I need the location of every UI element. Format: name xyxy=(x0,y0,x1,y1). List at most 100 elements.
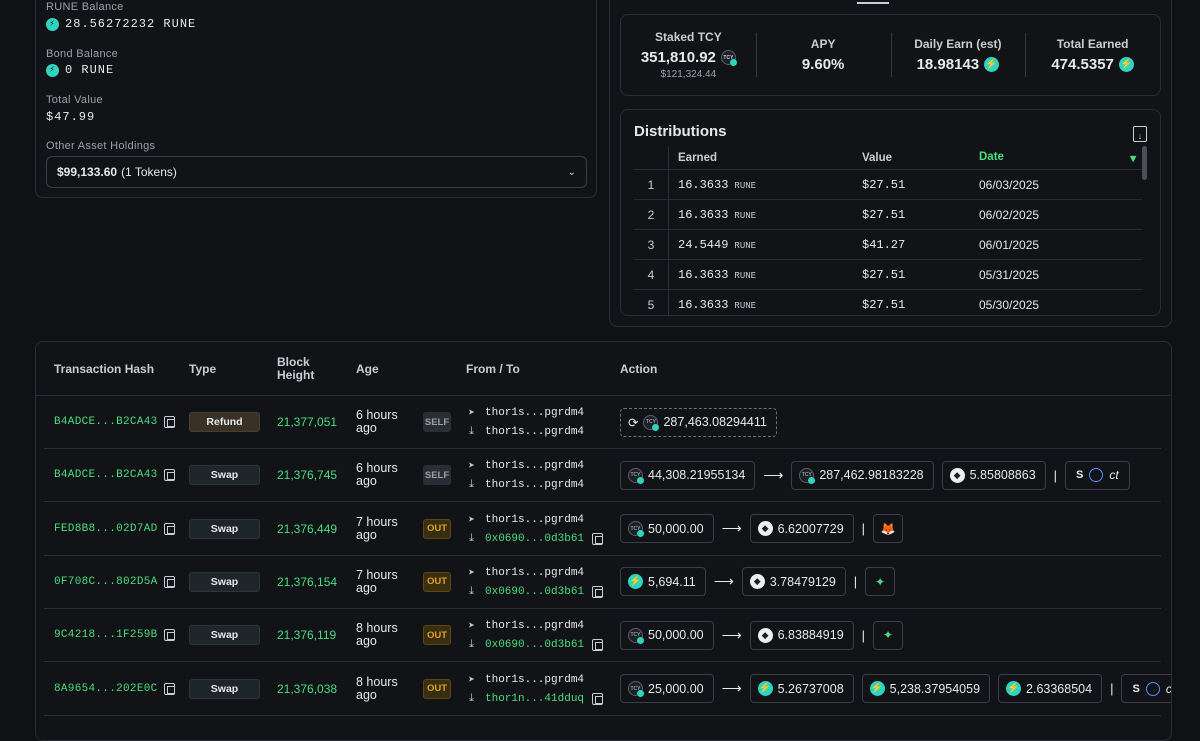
value-header[interactable]: Value xyxy=(862,151,893,164)
tx-hash-text[interactable]: 8A9654...202E0C xyxy=(54,682,158,695)
block-height[interactable]: 21,376,154 xyxy=(277,574,338,589)
age-header: Age xyxy=(356,361,379,376)
row-index: 5 xyxy=(634,290,669,315)
from-address[interactable]: thor1s...pgrdm4 xyxy=(485,673,585,686)
swap-in-chip[interactable]: TCY 44,308.21955134 xyxy=(620,460,756,490)
earned-unit: RUNE xyxy=(734,300,757,311)
to-address[interactable]: 0x0690...0d3b61 xyxy=(485,532,585,545)
to-address[interactable]: thor1s...pgrdm4 xyxy=(485,426,585,438)
affiliate-label: ct xyxy=(1109,468,1119,483)
action-cell: TCY 50,000.00 ⟶ ◆ 6.62007729 | 🦊 xyxy=(620,503,904,555)
ledger-logo-icon[interactable]: ✦ xyxy=(865,567,896,597)
other-holdings-select[interactable]: $99,133.60 (1 Tokens) ⌄ xyxy=(46,156,587,188)
ledger-logo-icon[interactable]: ✦ xyxy=(873,620,904,650)
swap-out-chip[interactable]: ⚡ 5.26737008 xyxy=(749,674,854,703)
tx-hash[interactable]: 8A9654...202E0C xyxy=(54,663,175,715)
tx-hash-text[interactable]: B4ADCE...B2CA43 xyxy=(54,416,158,428)
affiliate-chip[interactable]: Sct xyxy=(1121,674,1171,703)
fox-logo-icon[interactable]: 🦊 xyxy=(873,514,904,544)
rune-icon: ⚡ xyxy=(46,17,59,31)
type-badge: Refund xyxy=(189,412,260,432)
refund-chip[interactable]: ⟳ TCY 287,463.08294411 xyxy=(620,407,777,437)
block-height[interactable]: 21,376,449 xyxy=(277,521,338,536)
swap-out-chip[interactable]: ◆ 6.83884919 xyxy=(749,620,854,650)
swap-out-chip[interactable]: ⚡ 5,238.37954059 xyxy=(861,674,991,703)
copy-icon[interactable] xyxy=(163,629,175,642)
separator: | xyxy=(861,521,866,537)
to-address[interactable]: thor1n...41dduq xyxy=(485,692,585,705)
earned-header[interactable]: Earned xyxy=(678,151,717,164)
swap-out-chip[interactable]: ◆ 3.78479129 xyxy=(741,567,846,597)
distribution-row: 1 16.3633 RUNE $27.51 06/03/2025 xyxy=(634,170,1142,200)
tx-hash-text[interactable]: 0F708C...802D5A xyxy=(54,575,158,588)
swap-out-chip-amount: 5.26737008 xyxy=(777,681,844,696)
tcy-icon: TCY xyxy=(628,467,644,484)
wallet-panel: RUNE Balance ⚡ 28.56272232 RUNE Bond Bal… xyxy=(35,0,597,198)
to-address[interactable]: thor1s...pgrdm4 xyxy=(485,479,585,492)
tx-hash[interactable]: B4ADCE...B2CA43 xyxy=(54,396,175,448)
stat-apy: APY 9.60% xyxy=(755,15,891,95)
direction-cell: OUT xyxy=(423,503,451,555)
swap-in-chip[interactable]: TCY 50,000.00 xyxy=(620,514,714,544)
distribution-row: 2 16.3633 RUNE $27.51 06/02/2025 xyxy=(634,200,1142,230)
tcy-icon: TCY xyxy=(628,521,644,538)
swap-in-chip[interactable]: TCY 25,000.00 xyxy=(620,674,714,703)
from-line: ➤ thor1s...pgrdm4 xyxy=(466,459,584,473)
earned-cell: 16.3633 RUNE xyxy=(669,298,862,312)
swap-out-chip-amount: 287,462.98183228 xyxy=(819,468,924,483)
swap-in-chip[interactable]: ⚡ 5,694.11 xyxy=(620,567,706,597)
tx-hash[interactable]: FED8B8...02D7AD xyxy=(54,503,175,555)
copy-icon[interactable] xyxy=(163,682,175,695)
copy-icon[interactable] xyxy=(592,532,604,545)
copy-icon[interactable] xyxy=(592,585,604,598)
from-address[interactable]: thor1s...pgrdm4 xyxy=(485,460,585,473)
total-earned-value: 474.5357 ⚡ xyxy=(1025,56,1160,73)
tx-hash[interactable]: 0F708C...802D5A xyxy=(54,556,175,608)
hash-header: Transaction Hash xyxy=(54,361,155,376)
block-height[interactable]: 21,376,745 xyxy=(277,468,338,483)
block-height[interactable]: 21,376,119 xyxy=(277,628,337,643)
tx-hash-text[interactable]: B4ADCE...B2CA43 xyxy=(54,469,158,482)
block-height[interactable]: 21,376,038 xyxy=(277,681,338,696)
apy-value: 9.60% xyxy=(801,56,845,73)
bond-balance-label: Bond Balance xyxy=(46,48,119,60)
tx-hash[interactable]: B4ADCE...B2CA43 xyxy=(54,449,175,501)
copy-icon[interactable] xyxy=(592,639,604,652)
earned-cell: 16.3633 RUNE xyxy=(669,208,862,222)
date-cell: 06/02/2025 xyxy=(979,207,1040,222)
from-address[interactable]: thor1s...pgrdm4 xyxy=(485,513,585,526)
to-address[interactable]: 0x0690...0d3b61 xyxy=(485,585,585,598)
block-height[interactable]: 21,377,051 xyxy=(277,415,338,429)
swap-in-chip[interactable]: TCY 50,000.00 xyxy=(620,620,714,650)
copy-icon[interactable] xyxy=(163,416,175,428)
date-header[interactable]: Date ▾ xyxy=(979,151,1142,165)
swap-out-chip[interactable]: ◆ 6.62007729 xyxy=(749,514,854,544)
from-address[interactable]: thor1s...pgrdm4 xyxy=(485,620,585,633)
tx-hash-text[interactable]: 9C4218...1F259B xyxy=(54,629,158,642)
from-address[interactable]: thor1s...pgrdm4 xyxy=(485,407,585,419)
copy-icon[interactable] xyxy=(163,575,175,588)
swap-out-chip[interactable]: TCY 287,462.98183228 xyxy=(791,460,934,490)
active-tab-indicator xyxy=(857,2,889,4)
tx-hash-text[interactable]: FED8B8...02D7AD xyxy=(54,522,158,535)
scrollbar[interactable] xyxy=(1142,146,1147,180)
refund-amount: 287,463.08294411 xyxy=(663,415,767,429)
earned-amount: 24.5449 xyxy=(678,237,729,252)
type-cell: Swap xyxy=(189,449,260,501)
total-value: $47.99 xyxy=(46,110,96,124)
swap-out-chip[interactable]: ⚡ 2.63368504 xyxy=(998,674,1103,703)
table-row: B4ADCE...B2CA43 Refund 21,377,051 6 hours ag… xyxy=(44,396,1161,449)
to-address[interactable]: 0x0690...0d3b61 xyxy=(485,639,585,652)
copy-icon[interactable] xyxy=(163,522,175,535)
tx-hash[interactable]: 9C4218...1F259B xyxy=(54,609,175,661)
from-address[interactable]: thor1s...pgrdm4 xyxy=(485,566,585,579)
swap-out-chip[interactable]: ◆ 5.85808863 xyxy=(941,460,1046,490)
copy-icon[interactable] xyxy=(163,469,175,482)
export-icon[interactable]: ↓ xyxy=(1133,126,1147,142)
download-icon: ⤓ xyxy=(469,426,474,438)
direction-badge: OUT xyxy=(423,678,451,699)
type-cell: Swap xyxy=(189,663,260,715)
type-cell: Swap xyxy=(189,609,260,661)
copy-icon[interactable] xyxy=(592,692,604,705)
